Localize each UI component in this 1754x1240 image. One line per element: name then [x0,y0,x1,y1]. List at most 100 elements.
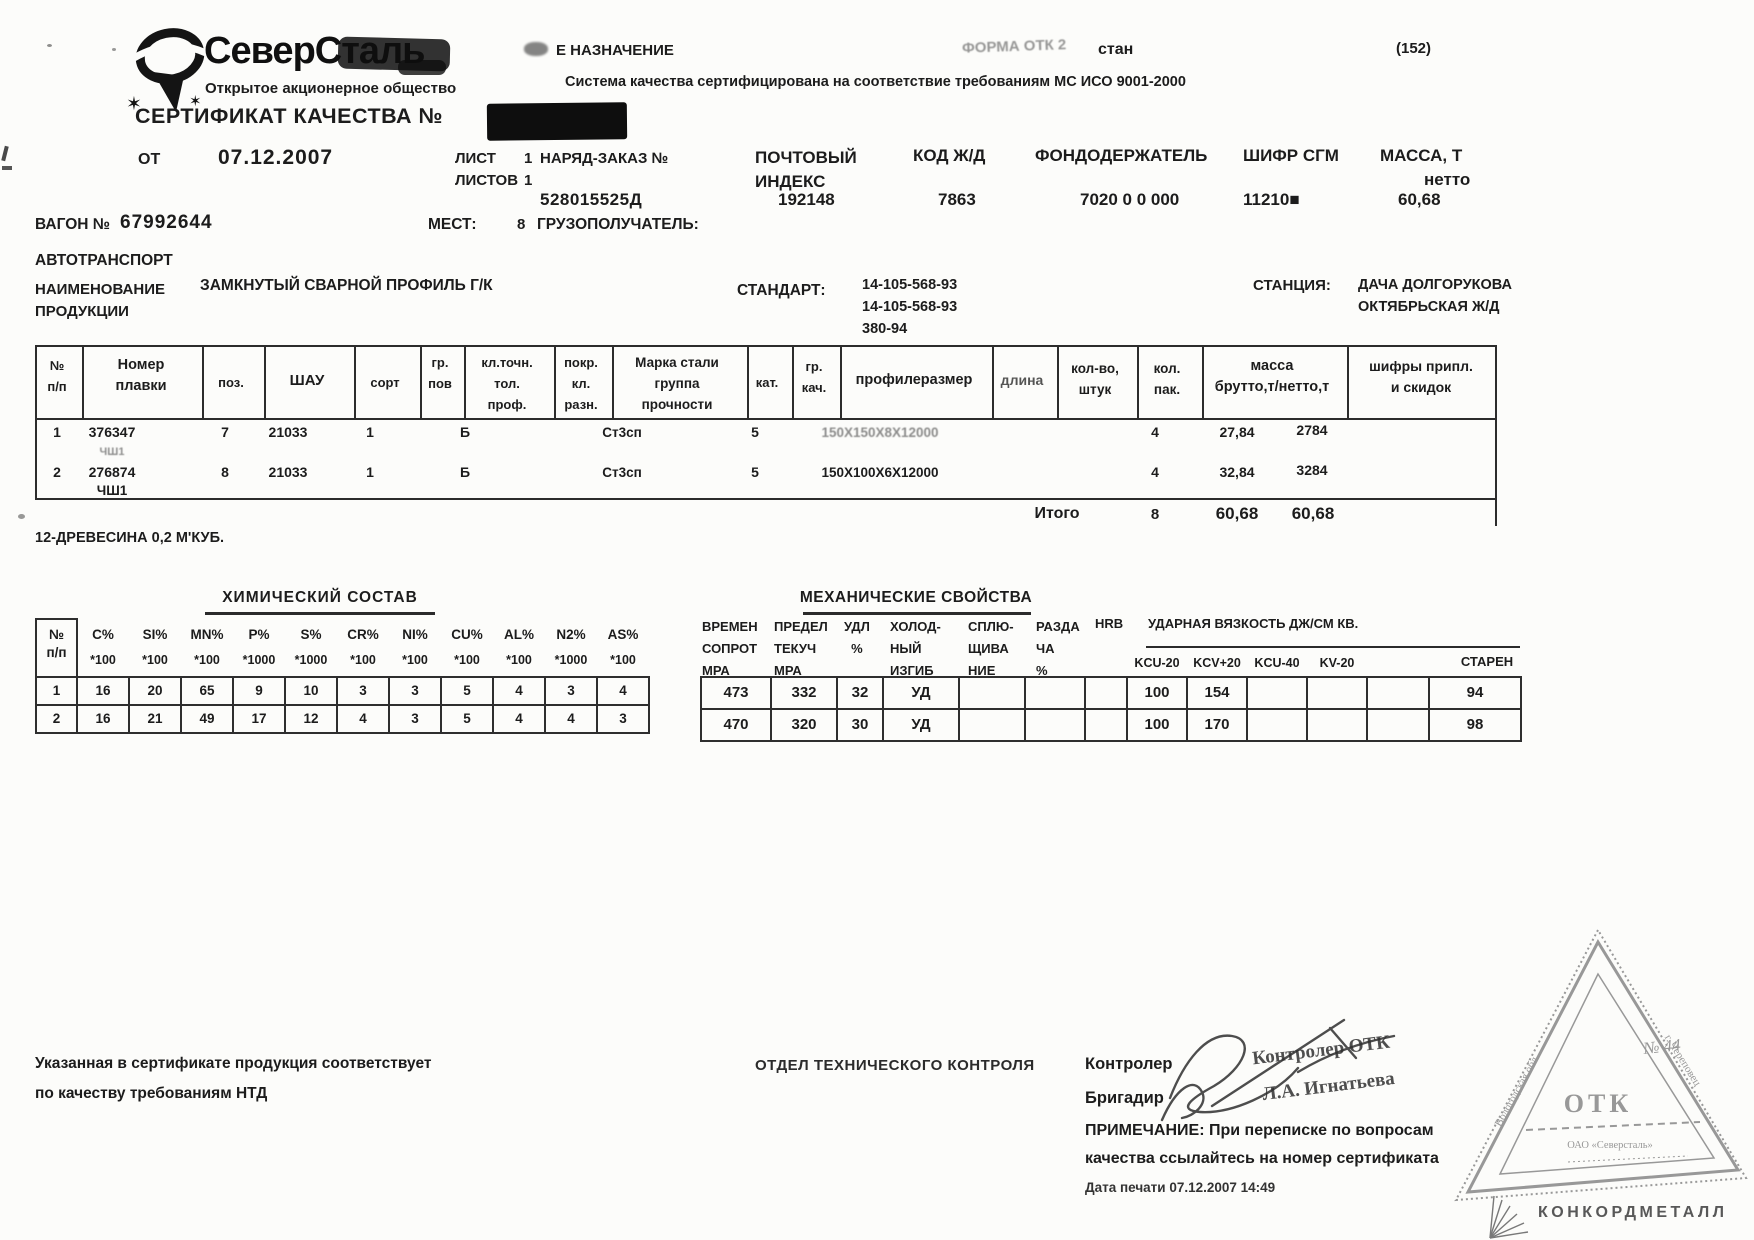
chem-title-underline [205,612,435,615]
company-type: Открытое акционерное общество [205,80,457,97]
mech-value: 100 [1126,708,1188,742]
mech-value [958,676,1026,710]
column-divider [554,347,556,418]
sort-value: 1 [366,464,374,480]
column-divider [1057,347,1059,418]
stamp-number: № 44 [1641,1035,1682,1058]
scan-artifact [2,166,12,170]
chem-element: SI% [142,627,168,642]
conformity-line1: Указанная в сертификате продукция соотве… [35,1055,432,1072]
col-header-surface: гр. пов [428,352,452,394]
chem-num-header-text: п/п [46,645,67,660]
col-header-melt: Номер плавки [115,355,166,397]
chem-multiplier: *100 [506,653,532,667]
main-table-header [35,345,1497,420]
chem-value: 3 [544,676,598,706]
table-edge-tick [1494,498,1497,526]
col-header-text: штук [1078,382,1112,397]
mech-value: 154 [1186,676,1248,710]
profile-size: 150Х150Х8Х12000 [821,425,939,440]
mech-header-text: МРА [774,663,802,678]
chem-multiplier: *100 [454,653,480,667]
col-header-text: проф. [487,397,527,412]
column-divider [1347,347,1349,418]
col-header-coating: покр. кл. разн. [564,352,598,415]
mech-header-text: % [1036,663,1048,678]
col-header-codes: шифры припл. и скидок [1369,356,1473,398]
mech-header-hrb: HRB [1095,616,1124,631]
chem-value: 3 [388,704,442,734]
mech-header-text: % [851,641,863,656]
mech-value [1246,708,1308,742]
chem-row-num: 2 [35,704,78,734]
col-header-grade: Марка стали группа прочности [635,352,719,415]
chem-multiplier: *100 [350,653,376,667]
mech-header-text: СОПРОТ [702,641,758,656]
mech-value [1084,676,1128,710]
stamp-edge-left: Вологодская обл. [1493,1052,1543,1128]
packs-value: 4 [1151,424,1159,440]
col-header-text: пов [428,376,452,391]
mech-header-text: УДЛ [844,619,870,634]
mech-header-expansion: РАЗДА ЧА % [1036,616,1080,682]
col-header-length: длина [1000,372,1044,388]
mech-value [1306,676,1368,710]
col-header-quality: гр. кач. [802,356,827,398]
konkordmetall-logo-icon [1489,1195,1529,1239]
col-header-text: гр. [805,359,823,374]
sheet-label: ЛИСТ [455,150,496,167]
chem-element: C% [92,627,114,642]
mech-title-underline [803,612,1031,615]
col-header-text: тол. [494,376,520,391]
sort-value: 1 [366,424,374,440]
column-divider [792,347,794,418]
mech-value [1366,676,1430,710]
sheet-code: (152) [1396,40,1432,57]
controller-label: Контролер [1085,1055,1173,1073]
col-header-shau: ШАУ [289,372,325,389]
brigadier-label: Бригадир [1085,1089,1164,1107]
total-gross: 60,68 [1215,504,1259,523]
mech-value: 94 [1428,676,1522,710]
net-mass: 2784 [1296,422,1328,438]
melt-number: 276874 [88,464,136,480]
scan-artifact [524,42,548,56]
rail-code-value: 7863 [938,190,976,209]
col-header-cat: кат. [755,375,779,390]
chem-row-num: 1 [35,676,78,706]
autotransport-label: АВТОТРАНСПОРТ [35,252,173,269]
standard-value: 14-105-568-93 [862,277,958,293]
column-divider [1137,347,1139,418]
chem-value: 3 [596,704,650,734]
designation-note: Е НАЗНАЧЕНИЕ [556,42,674,59]
chem-multiplier: *100 [142,653,168,667]
mech-value: 320 [770,708,838,742]
mech-value: 473 [700,676,772,710]
product-label-line1: НАИМЕНОВАНИЕ [35,281,165,298]
chem-element: N2% [556,627,586,642]
column-divider [264,347,266,418]
mech-header-cold-bend: ХОЛОД- НЫЙ ИЗГИБ [890,616,941,682]
col-header-text: Номер [117,357,165,373]
mech-header-text: НЫЙ [890,641,922,656]
col-header-accuracy: кл.точн. тол. проф. [481,352,532,415]
rail-code-label: КОД Ж/Д [913,146,986,165]
stamp-title: ОТК [1564,1089,1632,1118]
mech-value [1306,708,1368,742]
mech-header-text: ХОЛОД- [890,619,941,634]
shau-value: 21033 [268,464,308,480]
station-value-line2: ОКТЯБРЬСКАЯ Ж/Д [1358,299,1500,315]
postal-value: 192148 [778,190,835,209]
wagon-label: ВАГОН № [35,216,111,233]
row-num: 2 [53,464,61,480]
chem-element: MN% [190,627,224,642]
from-label: ОТ [138,151,161,168]
otk-department: ОТДЕЛ ТЕХНИЧЕСКОГО КОНТРОЛЯ [755,1057,1035,1074]
col-header-text: п/п [47,379,67,394]
scan-artifact [1,145,9,162]
chem-num-header: № п/п [35,618,78,678]
col-header-text: кол. [1153,361,1181,376]
steel-grade: Ст3сп [602,425,642,440]
station-label: СТАНЦИЯ: [1253,277,1331,294]
chem-multiplier: *1000 [242,653,276,667]
